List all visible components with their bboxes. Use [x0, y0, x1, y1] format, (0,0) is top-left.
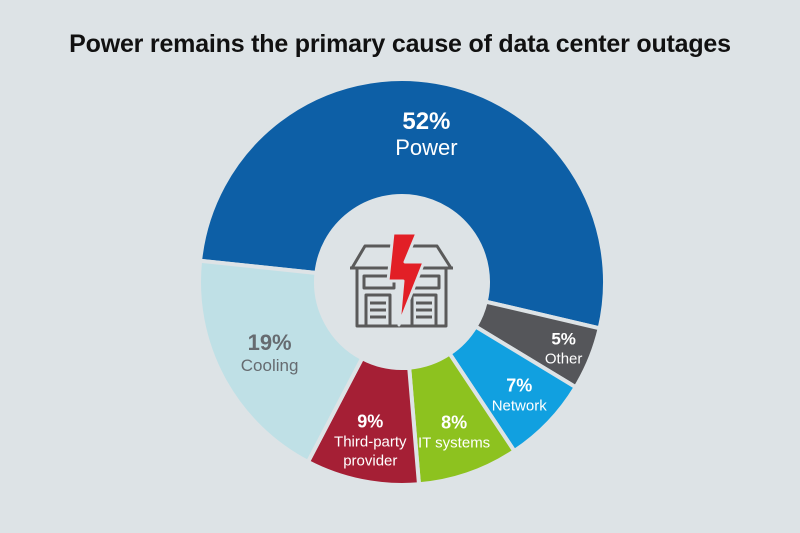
slice-value-power: 52%	[402, 108, 450, 135]
slice-label-it-systems: IT systems	[418, 434, 490, 451]
slice-value-other: 5%	[551, 330, 576, 349]
slice-label-third-party-provider: Third-party provider	[334, 434, 407, 470]
slice-value-cooling: 19%	[248, 330, 292, 355]
slice-label-other: Other	[545, 351, 583, 368]
slice-value-it-systems: 8%	[441, 412, 467, 432]
slice-value-third-party-provider: 9%	[357, 412, 383, 432]
chart-title: Power remains the primary cause of data …	[69, 30, 731, 58]
slice-labels: 52%Power 5% Other 7% Network 8% IT systems 9%Th…	[241, 108, 583, 470]
slice-label-network: Network	[492, 397, 548, 414]
building-lightning-icon	[350, 231, 453, 328]
slice-value-network: 7%	[506, 375, 532, 395]
slice-label-cooling: Cooling	[241, 356, 299, 375]
slice-label-power: Power	[395, 135, 457, 160]
